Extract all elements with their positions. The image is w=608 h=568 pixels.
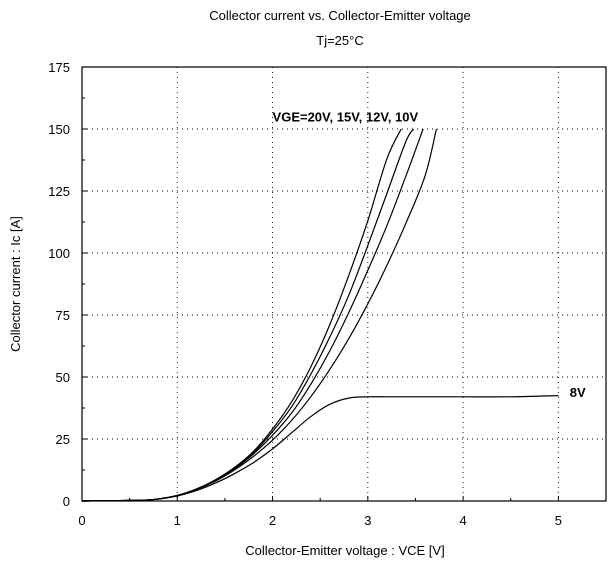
series-line-5	[81, 395, 559, 502]
plot-frame	[81, 66, 607, 502]
annotation-1: VGE=20V, 15V, 12V, 10V	[273, 110, 419, 125]
x-tick-label: 3	[364, 513, 371, 528]
x-tick-label: 0	[78, 513, 85, 528]
x-tick-label: 1	[174, 513, 181, 528]
annotation-2: 8V	[570, 385, 586, 400]
series-line-1	[81, 128, 402, 502]
chart-subtitle: Tj=25°C	[316, 33, 363, 48]
y-tick-label: 150	[48, 122, 70, 137]
y-tick-label: 175	[48, 60, 70, 75]
x-tick-label: 2	[269, 513, 276, 528]
y-tick-label: 50	[56, 370, 70, 385]
y-tick-label: 125	[48, 184, 70, 199]
x-axis-label: Collector-Emitter voltage : VCE [V]	[245, 543, 444, 558]
y-tick-label: 0	[63, 494, 70, 509]
y-axis-label: Collector current : Ic [A]	[8, 216, 23, 352]
series-lines	[81, 128, 559, 502]
x-tick-labels: 0 1 2 3 4 5	[78, 496, 562, 528]
y-tick-label: 25	[56, 432, 70, 447]
x-tick-label: 4	[459, 513, 466, 528]
y-tick-labels: 0 25 50 75 100 125 150 175	[48, 60, 87, 509]
y-tick-label: 100	[48, 246, 70, 261]
y-tick-label: 75	[56, 308, 70, 323]
x-tick-label: 5	[555, 513, 562, 528]
grid-lines	[82, 67, 606, 501]
annotations: VGE=20V, 15V, 12V, 10V 8V	[273, 110, 586, 400]
chart-title: Collector current vs. Collector-Emitter …	[209, 8, 471, 23]
